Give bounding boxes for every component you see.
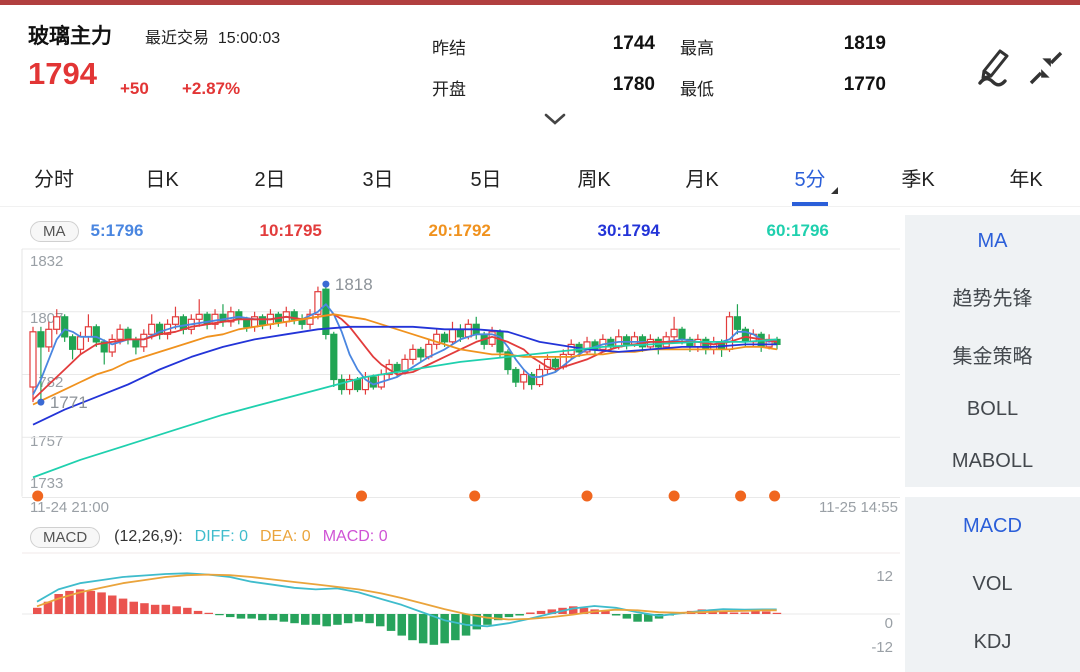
- stat-value-high: 1819: [843, 33, 886, 54]
- tab-周K[interactable]: 周K: [540, 148, 648, 206]
- indicator-panel-main: MA 趋势先锋集金策略 BOLL MABOLL: [905, 215, 1080, 487]
- last-trade-time: 最近交易 15:00:03: [145, 24, 280, 48]
- tab-label: 5分: [794, 163, 838, 194]
- macd-lines: [36, 572, 777, 628]
- tab-dropdown-triangle-icon[interactable]: [830, 186, 838, 194]
- stat-label-low: 最低: [680, 80, 714, 99]
- indicator-option-集金策略[interactable]: 集金策略: [952, 345, 1033, 368]
- active-tab-underline: [792, 202, 828, 206]
- marker-label-1771: 1771: [50, 393, 88, 412]
- ma-indicator-badge[interactable]: MA: [30, 220, 79, 242]
- x-axis-start-label: 11-24 21:00: [30, 499, 109, 516]
- ma-value-60: 60:1796: [766, 221, 829, 240]
- macd-histogram: [33, 589, 782, 645]
- indicator-option-MACD[interactable]: MACD: [963, 514, 1022, 537]
- indicator-option-BOLL[interactable]: BOLL: [966, 397, 1019, 420]
- stat-value-prev-settle: 1744: [612, 33, 655, 54]
- indicator-option-MA[interactable]: MA: [977, 229, 1008, 252]
- expand-details-chevron-icon[interactable]: [543, 112, 567, 127]
- tab-2日[interactable]: 2日: [216, 148, 324, 206]
- ma-value-30: 30:1794: [597, 221, 660, 240]
- macd-y-tick-0: 0: [884, 615, 893, 632]
- marker-label-1818: 1818: [335, 275, 373, 294]
- price-change: +50: [120, 79, 149, 98]
- tab-5分[interactable]: 5分: [756, 148, 864, 206]
- tab-分时[interactable]: 分时: [0, 148, 108, 206]
- tab-bar: 分时 日K 2日 3日 5日 周K 月K 5分 季K 年K: [0, 148, 1080, 207]
- stat-label-open: 开盘: [432, 80, 466, 99]
- indicator-option-MABOLL[interactable]: MABOLL: [951, 449, 1034, 472]
- price-grid-label-1733: 1733: [30, 475, 64, 492]
- macd-chart[interactable]: [0, 552, 905, 672]
- indicator-option-趋势先锋[interactable]: 趋势先锋: [952, 287, 1033, 310]
- tab-季K[interactable]: 季K: [864, 148, 972, 206]
- tab-5日[interactable]: 5日: [432, 148, 540, 206]
- grid: [21, 248, 900, 498]
- collapse-fullscreen-icon[interactable]: [1026, 48, 1066, 88]
- macd-y-tick-12: 12: [876, 568, 893, 585]
- tab-label: 分时: [34, 168, 74, 191]
- tab-月K[interactable]: 月K: [648, 148, 756, 206]
- ma-line-MA60: [32, 338, 778, 479]
- price-markers: 1771 1818: [37, 275, 373, 412]
- macd-legend: MACD (12,26,9): DIFF: 0 DEA: 0 MACD: 0: [30, 524, 388, 550]
- tab-label: 3日: [362, 168, 394, 191]
- ma-value-5: 5:1796: [90, 221, 144, 240]
- stat-label-prev-settle: 昨结: [432, 39, 466, 58]
- session-dots: [32, 490, 781, 502]
- tab-label: 5日: [470, 168, 502, 191]
- last-trade-label: 最近交易: [145, 30, 210, 47]
- ma-legend: MA 5:1796 10:1795 20:1792 30:1794 60:1796: [30, 218, 930, 244]
- macd-value-MACD: MACD: 0: [322, 528, 388, 545]
- tab-label: 年K: [1009, 168, 1043, 191]
- x-axis-end-label: 11-25 14:55: [819, 499, 898, 516]
- price-change-percent: +2.87%: [182, 79, 241, 98]
- tab-label: 2日: [254, 168, 286, 191]
- macd-y-tick--12: -12: [871, 639, 893, 656]
- stat-label-high: 最高: [680, 39, 714, 58]
- tab-日K[interactable]: 日K: [108, 148, 216, 206]
- tab-label: 季K: [901, 168, 935, 191]
- ma-line-MA30: [32, 325, 777, 426]
- tab-年K[interactable]: 年K: [972, 148, 1080, 206]
- indicator-option-VOL[interactable]: VOL: [972, 572, 1013, 595]
- price-grid-label-1832: 1832: [30, 253, 64, 270]
- macd-indicator-badge[interactable]: MACD: [30, 526, 101, 548]
- indicator-option-KDJ[interactable]: KDJ: [973, 631, 1012, 654]
- macd-legend-values: DIFF: 0 DEA: 0 MACD: 0: [183, 528, 388, 546]
- macd-line-DIFF: [36, 572, 777, 628]
- ma-value-10: 10:1795: [259, 221, 322, 240]
- last-price: 1794: [28, 56, 97, 91]
- ma-value-20: 20:1792: [428, 221, 491, 240]
- candlestick-chart[interactable]: 1771 1818: [0, 245, 905, 520]
- symbol-title: 玻璃主力: [28, 25, 112, 48]
- top-accent-bar: [0, 0, 1080, 5]
- ma-legend-values: 5:1796 10:1795 20:1792 30:1794 60:1796: [85, 221, 930, 241]
- tab-label: 周K: [577, 168, 611, 191]
- indicator-panel-sub: MACD VOL KDJ: [905, 497, 1080, 672]
- draw-annotation-icon[interactable]: [972, 44, 1016, 90]
- tab-label: 日K: [145, 168, 179, 191]
- macd-value-DIFF: DIFF: 0: [194, 528, 248, 545]
- macd-params: (12,26,9):: [114, 528, 183, 545]
- macd-line-DEA: [36, 573, 777, 621]
- tab-3日[interactable]: 3日: [324, 148, 432, 206]
- last-trade-value: 15:00:03: [217, 30, 281, 47]
- macd-value-DEA: DEA: 0: [260, 528, 311, 545]
- stat-value-open: 1780: [612, 74, 655, 95]
- stat-value-low: 1770: [843, 74, 886, 95]
- tab-label: 月K: [685, 168, 719, 191]
- ma-lines: [32, 303, 778, 479]
